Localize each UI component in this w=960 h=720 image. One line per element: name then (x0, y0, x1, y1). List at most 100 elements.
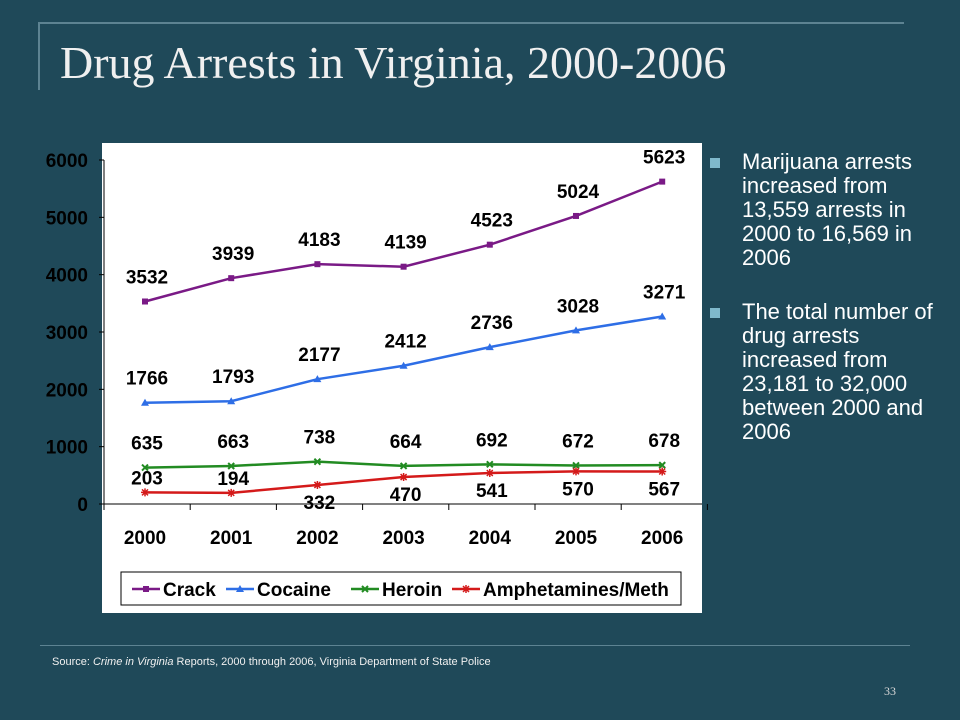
data-label: 1793 (212, 367, 254, 388)
x-tick-label: 2001 (210, 528, 253, 549)
x-tick-label: 2006 (641, 528, 683, 549)
data-label: 332 (304, 493, 336, 514)
bullet-marker-icon (710, 158, 720, 168)
data-label: 570 (562, 479, 594, 500)
bullet-marker-icon (710, 308, 720, 318)
data-point-marker (399, 361, 408, 369)
page-number: 33 (884, 684, 896, 698)
data-point-marker (314, 261, 321, 268)
legend-label: Heroin (382, 580, 442, 601)
data-point-marker (658, 461, 666, 469)
data-label: 541 (476, 481, 508, 502)
x-tick-label: 2002 (296, 528, 338, 549)
data-label: 4139 (384, 233, 426, 254)
y-tick-label: 2000 (46, 380, 88, 401)
data-label: 663 (217, 432, 249, 453)
bullet-item: The total number of drug arrests increas… (706, 300, 946, 444)
chart-axes: 0 1000 2000 3000 4000 5000 6000 2000 2001 2002 200… (46, 151, 708, 549)
frame-left-line (38, 22, 40, 90)
y-tick-label: 3000 (46, 323, 88, 344)
data-point-marker (485, 468, 494, 477)
data-label: 1766 (126, 369, 168, 390)
data-point-marker (659, 178, 666, 185)
data-point-marker (658, 312, 667, 320)
x-tick-label: 2000 (124, 528, 166, 549)
data-label: 5024 (557, 182, 600, 203)
data-point-marker (227, 397, 236, 405)
y-tick-label: 6000 (46, 151, 88, 172)
legend-label: Amphetamines/Meth (483, 580, 669, 601)
legend-label: Cocaine (257, 580, 331, 601)
data-point-marker (313, 457, 322, 466)
bullet-list: Marijuana arrests increased from 13,559 … (706, 150, 946, 474)
data-label: 3532 (126, 267, 168, 288)
data-point-marker (573, 212, 579, 219)
data-point-marker (313, 480, 322, 489)
data-label: 470 (390, 485, 422, 506)
bullet-text: The total number of drug arrests increas… (742, 299, 933, 444)
legend-label: Crack (163, 580, 216, 601)
data-point-marker (236, 585, 244, 592)
data-point-marker (142, 298, 148, 305)
data-label: 4523 (471, 211, 513, 232)
data-label: 3939 (212, 244, 254, 265)
data-point-marker (141, 398, 149, 406)
data-point-marker (361, 585, 369, 593)
data-label: 672 (562, 431, 594, 452)
y-tick-label: 0 (77, 495, 88, 516)
data-label: 738 (304, 428, 336, 449)
data-point-marker (399, 462, 408, 470)
data-point-marker (143, 586, 149, 592)
data-point-marker (572, 467, 580, 476)
data-label: 678 (648, 431, 680, 452)
legend-box (120, 571, 682, 606)
data-label: 2177 (298, 345, 340, 366)
source-note: Source: Crime in Virginia Reports, 2000 … (52, 656, 491, 668)
chart-series (141, 178, 667, 497)
source-report-name: Crime in Virginia (92, 656, 174, 668)
data-point-marker (486, 460, 494, 469)
bullet-item: Marijuana arrests increased from 13,559 … (706, 150, 946, 270)
data-point-marker (486, 241, 493, 248)
data-point-marker (313, 375, 322, 383)
y-tick-label: 4000 (46, 266, 88, 287)
data-point-marker (141, 463, 149, 472)
data-label: 2736 (471, 313, 513, 334)
y-tick-label: 1000 (46, 438, 88, 459)
data-point-marker (399, 473, 408, 482)
x-tick-label: 2005 (555, 528, 598, 549)
data-point-marker (572, 326, 580, 334)
data-label: 194 (217, 469, 249, 490)
slide-title: Drug Arrests in Virginia, 2000-2006 (60, 37, 727, 88)
data-label: 692 (476, 430, 508, 451)
data-label: 2412 (384, 332, 426, 353)
y-tick-label: 5000 (46, 208, 88, 229)
x-tick-label: 2003 (382, 528, 424, 549)
data-point-marker (485, 343, 494, 351)
data-label: 203 (131, 468, 163, 489)
data-point-marker (141, 488, 149, 497)
data-point-marker (658, 467, 667, 476)
source-rest: Reports, 2000 through 2006, Virginia Dep… (176, 656, 491, 668)
data-label: 5623 (643, 148, 685, 169)
data-label: 664 (390, 432, 422, 453)
plot-area (102, 143, 702, 613)
frame-top-line (38, 22, 904, 24)
chart-data-labels: 3532 3939 4183 4139 4523 5024 5623 1766 1793 2177… (126, 148, 686, 514)
bullet-text: Marijuana arrests increased from 13,559 … (742, 149, 913, 270)
data-point-marker (572, 461, 580, 470)
data-label: 4183 (298, 230, 340, 251)
data-label: 3271 (643, 282, 686, 303)
data-label: 567 (648, 479, 680, 500)
data-point-marker (400, 263, 407, 270)
data-point-marker (228, 275, 235, 282)
data-point-marker (227, 462, 235, 470)
frame-bottom-line (40, 645, 910, 646)
data-label: 635 (131, 434, 163, 455)
data-label: 3028 (557, 296, 599, 317)
source-prefix: Source: (52, 656, 90, 668)
x-tick-label: 2004 (469, 528, 512, 549)
data-point-marker (462, 585, 470, 593)
chart-legend: Crack Cocaine Heroin Amphetamines/Meth (120, 571, 682, 606)
